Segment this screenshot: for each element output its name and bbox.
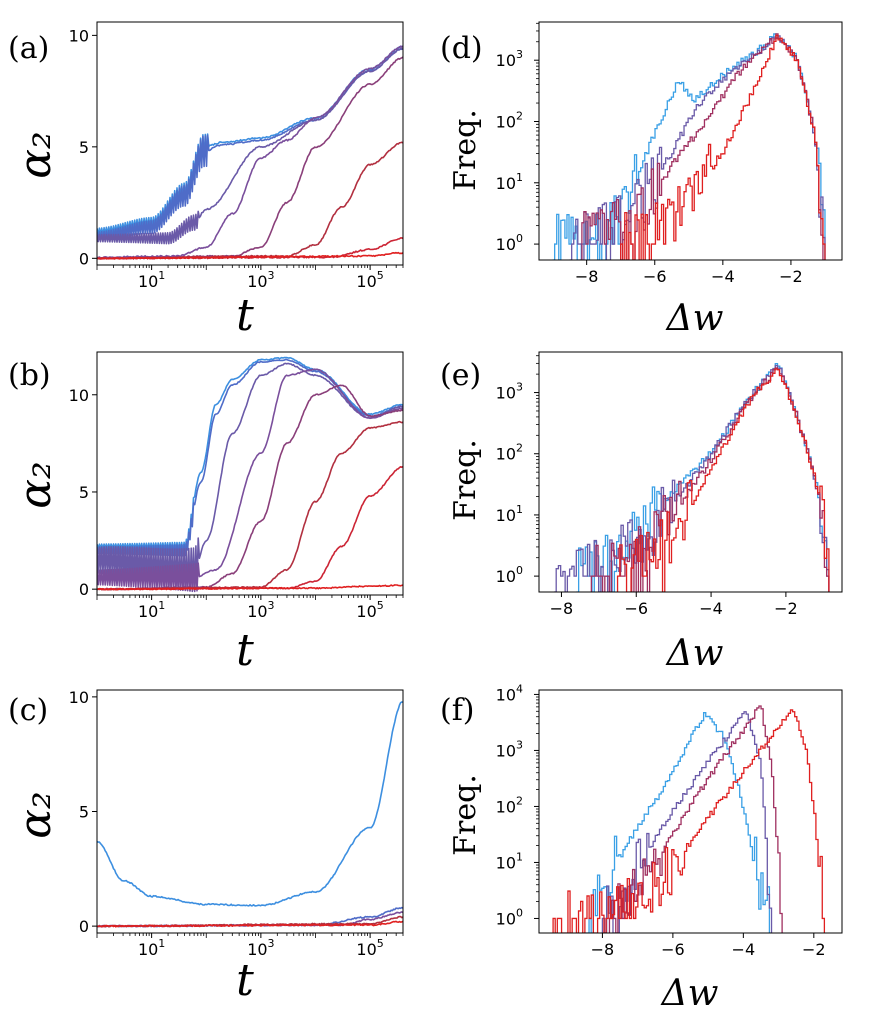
y-tick-label-b-0: 0 [79,580,89,599]
panel-b-xlabel: t [236,625,254,676]
y-tick-label-a-2: 10 [69,26,89,45]
y-tick-label-c-2: 10 [69,688,89,707]
x-tick-label-f-1: −6 [661,940,685,959]
x-tick-label-a-0: 101 [138,269,165,291]
x-tick-label-f-0: −8 [591,940,615,959]
y-tick-label-e-0: 100 [496,564,523,586]
x-tick-label-c-2: 105 [356,937,383,959]
y-tick-label-d-0: 100 [496,232,523,254]
panel-b-label: (b) [8,358,51,393]
x-tick-label-a-1: 103 [247,269,274,291]
x-tick-label-d-0: −8 [575,267,599,286]
panel-e-ylabel: Freq. [448,439,483,521]
panel-f-xlabel: Δw [660,973,719,1014]
panel-a-ylabel: α₂ [10,131,61,178]
x-tick-label-d-3: −2 [779,267,803,286]
y-tick-label-f-4: 104 [496,682,523,704]
line-series-b-1 [97,358,403,557]
x-tick-label-b-0: 101 [138,599,165,621]
panel-e: (e) −8 −6 −4 −2 100 101 102 103 Δw Freq. [440,351,843,674]
hist-series-d-0 [552,33,826,260]
plot-e: −8 −6 −4 −2 100 101 102 103 [496,351,843,618]
panel-e-label: (e) [440,358,481,393]
x-tick-label-e-1: −6 [624,599,648,618]
y-tick-label-c-0: 0 [79,917,89,936]
y-tick-label-d-3: 103 [496,48,523,70]
plot-a: 101 103 105 0 5 10 [69,21,404,291]
panel-a-xlabel: t [236,290,254,341]
panel-b-ylabel: α₂ [10,461,61,508]
y-tick-label-c-1: 5 [79,803,89,822]
hist-series-d-3 [620,34,826,260]
axes-frame-c [96,689,404,934]
x-tick-label-f-2: −4 [732,940,756,959]
x-tick-label-b-1: 103 [247,599,274,621]
y-tick-label-b-2: 10 [69,386,89,405]
hist-series-e-2 [590,367,830,592]
hist-series-e-0 [576,362,830,592]
axes-frame-f [538,689,843,934]
plot-b: 101 103 105 0 5 10 [69,351,404,621]
panel-d-xlabel: Δw [665,298,724,339]
axes-frame-a [96,21,404,266]
y-tick-label-e-3: 103 [496,381,523,403]
plot-d: −8 −6 −4 −2 100 101 102 103 [496,21,843,286]
x-tick-label-d-1: −6 [643,267,667,286]
panel-f-label: (f) [440,693,475,728]
x-tick-label-e-3: −2 [774,599,798,618]
panel-c-ylabel: α₂ [10,791,61,838]
x-tick-label-b-2: 105 [356,599,383,621]
panel-d: (d) −8 −6 −4 −2 100 101 102 103 Δw Freq. [440,21,843,339]
panel-d-ylabel: Freq. [448,109,483,191]
panel-a: (a) 101 103 105 0 5 10 t α₂ [8,21,404,341]
plot-f: −8 −6 −4 −2 100 101 102 103 104 [496,682,843,959]
line-series-b-7 [97,584,403,591]
y-tick-label-f-0: 100 [496,906,523,928]
x-tick-label-c-0: 101 [138,937,165,959]
panel-b: (b) 101 103 105 0 5 10 t α₂ [8,351,404,676]
y-tick-label-d-1: 101 [496,171,523,193]
axes-frame-b [96,351,404,596]
y-tick-label-e-1: 101 [496,503,523,525]
x-tick-label-a-2: 105 [356,269,383,291]
hist-series-f-1 [601,711,773,933]
line-series-a-4 [97,56,403,260]
line-series-b-3 [97,368,403,592]
y-tick-label-f-3: 103 [496,738,523,760]
hist-series-d-2 [579,33,825,260]
line-series-b-2 [97,362,403,593]
line-series-c-4 [97,920,403,928]
panel-d-label: (d) [440,31,483,66]
panel-f-ylabel: Freq. [448,774,483,856]
y-tick-label-f-2: 102 [496,794,523,816]
hist-series-f-0 [584,712,772,933]
panel-c-label: (c) [8,693,48,728]
line-series-b-0 [97,356,403,552]
y-tick-label-b-1: 5 [79,483,89,502]
y-tick-label-f-1: 101 [496,850,523,872]
panel-e-xlabel: Δw [665,633,724,674]
hist-series-f-2 [608,705,783,933]
y-tick-label-d-2: 102 [496,109,523,131]
x-tick-label-e-0: −8 [550,599,574,618]
line-series-a-7 [97,251,403,260]
panel-a-label: (a) [8,31,49,66]
line-series-c-0 [97,701,403,907]
axes-frame-d [538,21,843,261]
panel-c-xlabel: t [236,955,254,1006]
hist-series-e-3 [616,368,830,592]
panel-f: (f) −8 −6 −4 −2 100 101 102 103 104 Δw Freq. [440,682,843,1014]
hist-series-f-3 [552,709,826,933]
x-tick-label-e-2: −4 [699,599,723,618]
x-tick-label-f-3: −2 [802,940,826,959]
y-tick-label-a-1: 5 [79,138,89,157]
line-series-a-2 [97,47,403,245]
y-tick-label-e-2: 102 [496,442,523,464]
x-tick-label-d-2: −4 [711,267,735,286]
y-tick-label-a-0: 0 [79,249,89,268]
